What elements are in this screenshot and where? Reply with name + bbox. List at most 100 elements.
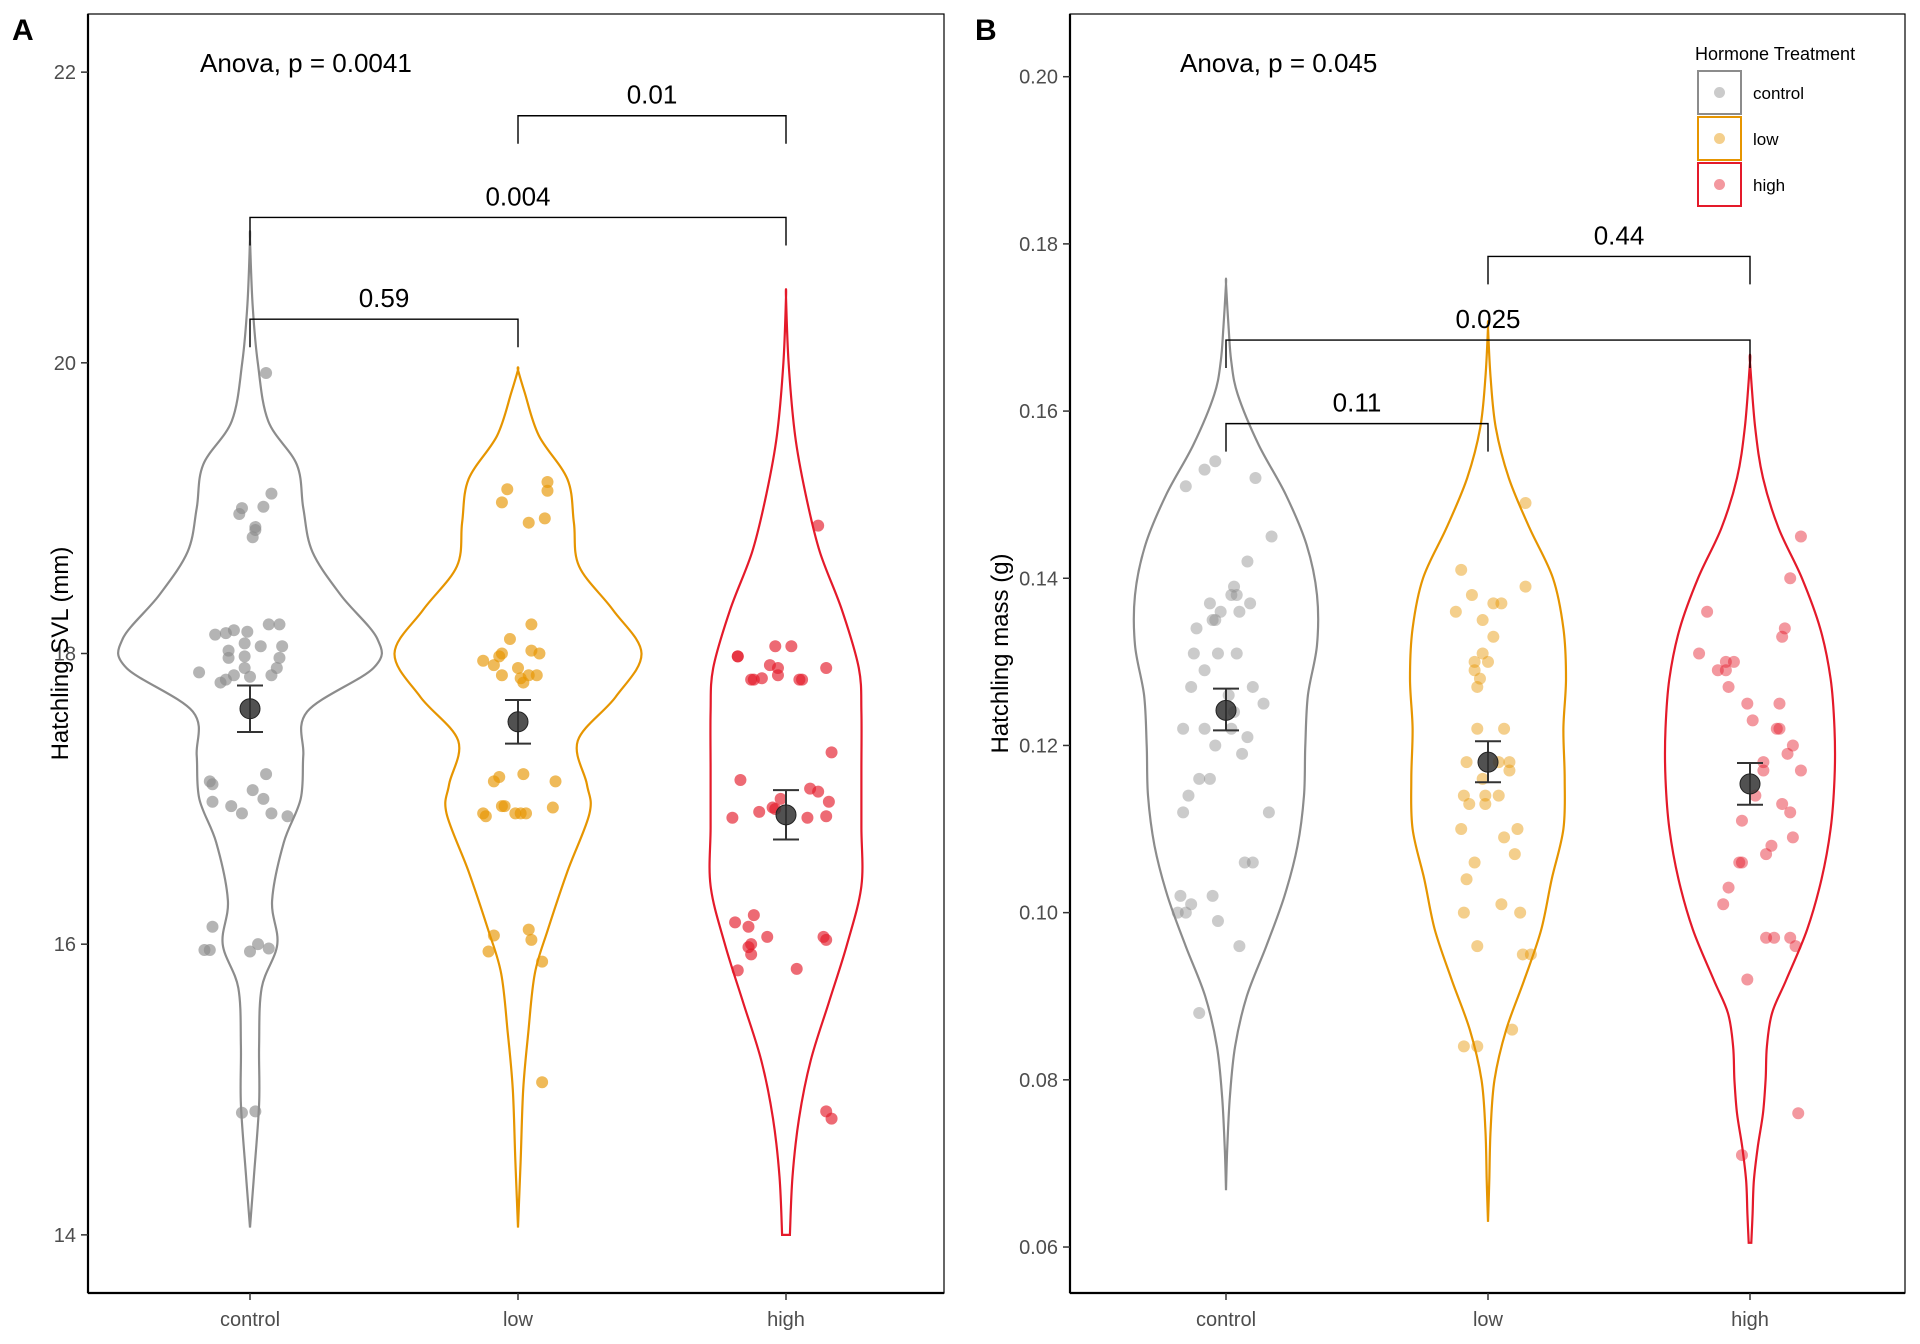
data-point-high xyxy=(1784,572,1797,585)
data-point-low xyxy=(536,955,549,968)
y-axis-title: Hatchling mass (g) xyxy=(987,553,1014,753)
data-point-control xyxy=(252,938,265,951)
data-point-control xyxy=(1241,555,1254,568)
bracket-line xyxy=(1487,255,1751,285)
comparison-bracket: 0.01 xyxy=(517,80,787,144)
data-point-low xyxy=(536,1076,549,1089)
data-point-high xyxy=(812,519,825,532)
data-point-low xyxy=(1506,1023,1519,1036)
data-point-high xyxy=(1735,856,1748,869)
mean-point-control xyxy=(239,698,261,720)
data-point-high xyxy=(1773,697,1786,710)
data-point-control xyxy=(1185,680,1198,693)
data-point-low xyxy=(538,512,551,525)
data-point-high xyxy=(1768,931,1781,944)
data-point-low xyxy=(522,516,535,529)
data-point-control xyxy=(260,366,273,379)
data-point-high xyxy=(1711,664,1724,677)
y-tick-label: 0.20 xyxy=(1019,67,1058,89)
data-point-control xyxy=(257,792,270,805)
data-point-low xyxy=(1495,898,1508,911)
data-point-high xyxy=(1722,680,1735,693)
data-point-control xyxy=(246,784,259,797)
data-point-low xyxy=(1498,722,1511,735)
bracket-line xyxy=(517,115,787,144)
data-point-control xyxy=(1211,647,1224,660)
data-point-control xyxy=(270,662,283,675)
data-point-low xyxy=(482,945,495,958)
data-point-control xyxy=(1241,731,1254,744)
y-tick-label: 22 xyxy=(54,62,76,84)
mean-point-high xyxy=(1739,773,1761,795)
data-point-low xyxy=(546,801,559,814)
data-point-control xyxy=(1203,597,1216,610)
data-point-control xyxy=(1179,906,1192,919)
y-tick-label: 0.14 xyxy=(1019,568,1058,590)
data-point-low xyxy=(493,771,506,784)
data-point-high xyxy=(1770,722,1783,735)
violin-low xyxy=(393,366,643,1228)
data-point-low xyxy=(1479,789,1492,802)
data-point-high xyxy=(820,810,833,823)
data-point-control xyxy=(1206,614,1219,627)
data-point-control xyxy=(1222,689,1235,702)
data-point-control xyxy=(273,618,286,631)
data-point-control xyxy=(246,531,259,544)
data-point-high xyxy=(753,805,766,818)
legend-item-control: control xyxy=(1697,70,1804,115)
data-point-control xyxy=(238,650,251,663)
data-point-low xyxy=(1455,563,1468,576)
data-point-control xyxy=(265,487,278,500)
data-point-control xyxy=(257,500,270,513)
data-point-low xyxy=(1455,823,1468,836)
data-point-low xyxy=(495,669,508,682)
data-point-low xyxy=(1471,680,1484,693)
violin-low xyxy=(1408,320,1568,1222)
data-point-low xyxy=(493,650,506,663)
data-point-high xyxy=(1794,764,1807,777)
bracket-line xyxy=(249,216,787,246)
data-point-control xyxy=(1211,915,1224,928)
comparison-bracket: 0.44 xyxy=(1487,220,1751,285)
data-point-control xyxy=(1246,680,1259,693)
mean-point-control xyxy=(1215,699,1237,721)
legend-item-low: low xyxy=(1697,116,1779,161)
panel-letter: A xyxy=(12,14,34,47)
violin-control xyxy=(1132,277,1320,1191)
data-point-low xyxy=(525,644,538,657)
data-point-control xyxy=(1185,898,1198,911)
data-point-control xyxy=(222,644,235,657)
data-point-control xyxy=(1174,889,1187,902)
data-point-low xyxy=(517,768,530,781)
p-value-label: 0.025 xyxy=(1455,304,1520,334)
data-point-control xyxy=(260,768,273,781)
panel-letter: B xyxy=(975,14,997,47)
data-point-control xyxy=(1182,789,1195,802)
data-point-high xyxy=(742,920,755,933)
data-point-control xyxy=(1198,664,1211,677)
y-axis-title: Hatchling SVL (mm) xyxy=(47,547,74,761)
data-point-control xyxy=(1193,1006,1206,1019)
data-point-high xyxy=(774,792,787,805)
data-point-control xyxy=(244,670,256,683)
x-tick-label: control xyxy=(1196,1309,1256,1331)
data-point-high xyxy=(1719,664,1732,677)
data-point-low xyxy=(501,483,514,496)
data-point-high xyxy=(726,811,739,824)
data-point-control xyxy=(1225,722,1238,735)
data-point-control xyxy=(1209,614,1222,627)
x-tick-label: high xyxy=(1731,1309,1769,1331)
data-point-high xyxy=(771,662,784,675)
data-point-high xyxy=(1717,898,1730,911)
data-point-low xyxy=(1471,1040,1484,1053)
data-point-low xyxy=(541,484,554,497)
data-point-high xyxy=(755,672,768,685)
data-point-control xyxy=(1230,647,1243,660)
data-point-control xyxy=(238,662,251,675)
data-point-low xyxy=(1487,597,1500,610)
data-point-low xyxy=(487,659,500,672)
data-point-high xyxy=(766,801,779,814)
data-point-control xyxy=(1230,588,1243,601)
data-point-control xyxy=(254,640,267,653)
